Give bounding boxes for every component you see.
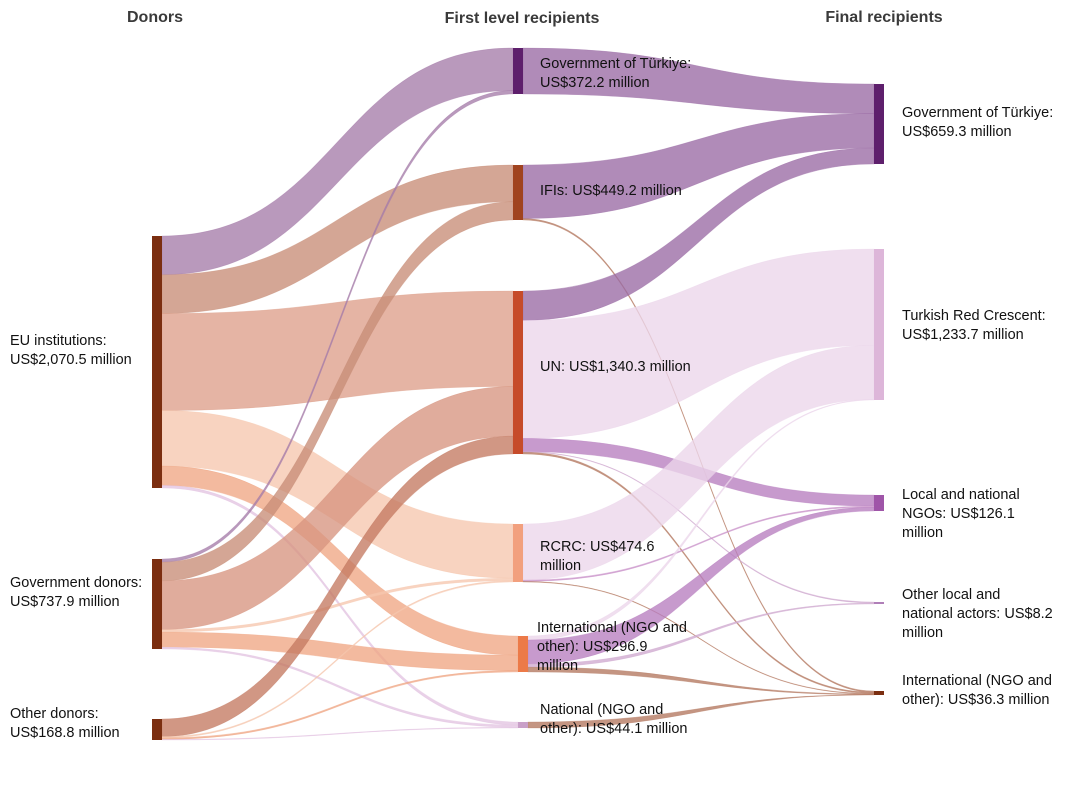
node-label-fl_un: UN: US$1,340.3 million [540, 359, 691, 375]
node-label-line: International (NGO and [537, 620, 687, 636]
node-label-fl_ifi: IFIs: US$449.2 million [540, 183, 682, 199]
node-bar-other [152, 719, 162, 740]
node-bar-fl_ifi [513, 165, 523, 220]
column-title-donors: Donors [127, 9, 183, 26]
node-label-fl_rcrc: RCRC: US$474.6 million [540, 539, 654, 574]
node-label-fin_lngo: Local and national NGOs: US$126.1 million [902, 487, 1020, 541]
column-title-final: Final recipients [825, 9, 942, 26]
node-label-fin_olna: Other local and national actors: US$8.2 mi… [902, 587, 1053, 641]
node-label-line: IFIs: US$449.2 million [540, 183, 682, 199]
node-label-other: Other donors: US$168.8 million [10, 706, 120, 741]
node-label-line: Other donors: [10, 706, 99, 722]
node-bar-fin_intl [874, 691, 884, 695]
node-label-gov: Government donors: US$737.9 million [10, 575, 142, 610]
node-label-line: Government of Türkiye: [902, 105, 1053, 121]
node-labels: EU institutions: US$2,070.5 million Govern… [10, 56, 1053, 741]
flow-fl_intl-to-fin_intl [527, 666, 875, 695]
flow-fl_intl-to-fin_lngo [527, 507, 875, 665]
node-label-fl_tur: Government of Türkiye: US$372.2 million [540, 56, 691, 91]
node-label-fin_tur: Government of Türkiye: US$659.3 million [902, 105, 1053, 140]
node-label-line: US$168.8 million [10, 725, 120, 741]
node-label-line: EU institutions: [10, 333, 107, 349]
node-label-eu: EU institutions: US$2,070.5 million [10, 333, 132, 368]
node-label-line: UN: US$1,340.3 million [540, 359, 691, 375]
node-label-fl_nat: National (NGO and other): US$44.1 million [540, 702, 688, 737]
node-bar-fin_tur [874, 84, 884, 164]
column-titles: Donors First level recipients Final reci… [127, 9, 943, 27]
node-label-line: US$737.9 million [10, 594, 120, 610]
node-bar-fin_trc [874, 249, 884, 400]
node-label-line: million [902, 625, 943, 641]
node-label-line: million [540, 558, 581, 574]
flow-links [161, 47, 875, 741]
node-label-line: International (NGO and [902, 673, 1052, 689]
node-bar-eu [152, 236, 162, 488]
node-label-line: Local and national [902, 487, 1020, 503]
node-label-line: RCRC: US$474.6 [540, 539, 654, 555]
node-bar-fl_tur [513, 48, 523, 94]
node-label-fl_intl: International (NGO and other): US$296.9 mi… [537, 620, 687, 674]
node-label-line: national actors: US$8.2 [902, 606, 1053, 622]
node-label-fin_intl: International (NGO and other): US$36.3 mi… [902, 673, 1052, 708]
node-label-line: US$372.2 million [540, 75, 650, 91]
node-bar-fl_rcrc [513, 524, 523, 582]
column-title-first-level: First level recipients [445, 10, 600, 27]
node-label-line: other): US$296.9 [537, 639, 647, 655]
node-label-line: US$659.3 million [902, 124, 1012, 140]
node-label-line: Government of Türkiye: [540, 56, 691, 72]
node-bar-gov [152, 559, 162, 649]
flow-other-to-fl_intl [161, 670, 519, 740]
node-bar-fl_intl [518, 636, 528, 672]
node-label-fin_trc: Turkish Red Crescent: US$1,233.7 million [902, 308, 1046, 343]
node-label-line: National (NGO and [540, 702, 663, 718]
node-label-line: Other local and [902, 587, 1000, 603]
node-label-line: US$2,070.5 million [10, 352, 132, 368]
node-label-line: million [537, 658, 578, 674]
node-label-line: NGOs: US$126.1 [902, 506, 1015, 522]
node-label-line: Turkish Red Crescent: [902, 308, 1046, 324]
node-label-line: Government donors: [10, 575, 142, 591]
node-label-line: other): US$44.1 million [540, 721, 688, 737]
flow-other-to-fl_nat [161, 726, 519, 741]
node-bar-fin_olna [874, 602, 884, 604]
node-label-line: US$1,233.7 million [902, 327, 1024, 343]
node-bars [152, 48, 884, 740]
node-bar-fl_un [513, 291, 523, 454]
node-bar-fin_lngo [874, 495, 884, 511]
node-bar-fl_nat [518, 722, 528, 728]
flow-fl_un-to-fin_trc [522, 248, 875, 439]
node-label-line: million [902, 525, 943, 541]
node-label-line: other): US$36.3 million [902, 692, 1050, 708]
